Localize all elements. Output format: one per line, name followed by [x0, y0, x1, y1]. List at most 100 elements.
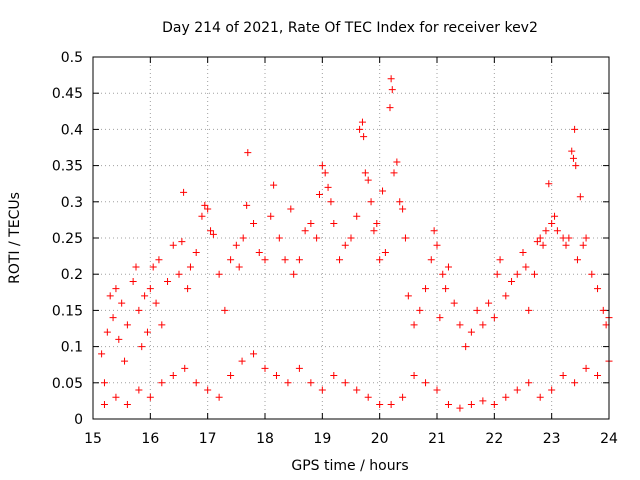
data-point: [353, 386, 361, 394]
data-point: [376, 401, 384, 409]
data-point: [430, 227, 438, 235]
data-point: [386, 104, 394, 112]
data-point: [158, 321, 166, 329]
data-point: [356, 125, 364, 133]
data-point: [152, 299, 160, 307]
data-point: [353, 212, 361, 220]
data-point: [594, 372, 602, 380]
data-point: [533, 238, 541, 246]
data-point: [522, 263, 530, 271]
y-tick-label: 0.2: [61, 267, 83, 283]
x-axis-label: GPS time / hours: [291, 458, 408, 474]
data-point: [536, 393, 544, 401]
data-point: [295, 364, 303, 372]
data-point: [341, 379, 349, 387]
data-point: [569, 154, 577, 162]
data-point: [149, 263, 157, 271]
data-point: [98, 350, 106, 358]
data-point: [192, 379, 200, 387]
data-point: [576, 193, 584, 201]
data-point: [387, 401, 395, 409]
data-point: [201, 201, 209, 209]
data-point: [169, 241, 177, 249]
data-point: [175, 270, 183, 278]
data-point: [272, 372, 280, 380]
data-point: [571, 379, 579, 387]
data-point: [433, 386, 441, 394]
data-point: [238, 357, 246, 365]
data-point: [112, 285, 120, 293]
data-point: [180, 188, 188, 196]
data-point: [573, 256, 581, 264]
data-point: [364, 393, 372, 401]
data-point: [123, 321, 131, 329]
data-point: [295, 256, 303, 264]
data-point: [243, 201, 251, 209]
data-point: [582, 364, 590, 372]
data-point: [388, 86, 396, 94]
data-point: [227, 256, 235, 264]
data-point: [416, 306, 424, 314]
data-point: [132, 263, 140, 271]
axis-ticks: 15 16 17 18 19 20 21 22 23 24 0 0.05 0.1 0.15 0.2 0.25 0…: [52, 50, 618, 447]
data-point: [250, 220, 258, 228]
data-point: [456, 404, 464, 412]
data-point: [410, 321, 418, 329]
data-point: [513, 386, 521, 394]
data-point: [370, 227, 378, 235]
data-point: [473, 306, 481, 314]
data-point: [582, 234, 590, 242]
data-point: [396, 198, 404, 206]
data-point: [462, 343, 470, 351]
data-point: [184, 285, 192, 293]
data-point: [181, 364, 189, 372]
data-point: [568, 147, 576, 155]
data-point: [553, 227, 561, 235]
data-point: [138, 343, 146, 351]
data-point: [100, 401, 108, 409]
data-point: [602, 321, 610, 329]
y-tick-label: 0.35: [52, 159, 83, 175]
data-point: [572, 162, 580, 170]
data-point: [123, 401, 131, 409]
data-point: [209, 230, 217, 238]
data-point: [467, 328, 475, 336]
data-point: [565, 234, 573, 242]
data-point: [198, 212, 206, 220]
y-tick-label: 0.3: [61, 195, 83, 211]
data-point: [330, 220, 338, 228]
data-point: [530, 270, 538, 278]
x-tick-label: 24: [600, 431, 618, 447]
data-point: [588, 270, 596, 278]
data-point: [327, 198, 335, 206]
data-point: [103, 328, 111, 336]
data-point: [502, 292, 510, 300]
data-point: [490, 314, 498, 322]
data-point: [207, 227, 215, 235]
data-point: [121, 357, 129, 365]
data-point: [129, 277, 137, 285]
y-tick-label: 0.45: [52, 86, 83, 102]
data-point: [456, 321, 464, 329]
data-point: [551, 212, 559, 220]
data-point: [479, 397, 487, 405]
data-point: [490, 401, 498, 409]
data-point: [192, 248, 200, 256]
data-point: [235, 263, 243, 271]
data-point: [479, 321, 487, 329]
data-point: [250, 350, 258, 358]
data-point: [290, 270, 298, 278]
data-point: [390, 169, 398, 177]
x-tick-label: 16: [141, 431, 159, 447]
data-point: [307, 379, 315, 387]
y-tick-label: 0.25: [52, 231, 83, 247]
data-point: [422, 285, 430, 293]
x-tick-label: 23: [543, 431, 561, 447]
data-point: [281, 256, 289, 264]
data-point: [146, 393, 154, 401]
data-point: [361, 169, 369, 177]
data-point: [548, 386, 556, 394]
data-point: [261, 256, 269, 264]
data-point: [204, 386, 212, 394]
data-point: [135, 386, 143, 394]
